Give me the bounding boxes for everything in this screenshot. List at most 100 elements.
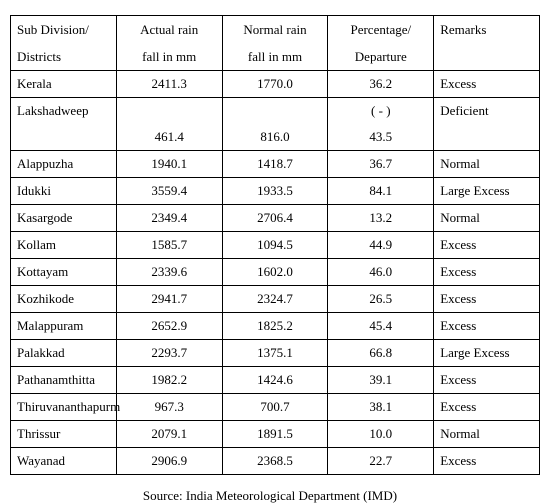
- value-cell: 1891.5: [221, 420, 329, 448]
- cell-line: 43.5: [369, 129, 393, 144]
- value-cell: 36.2: [327, 70, 435, 98]
- value-cell: 13.2: [327, 204, 435, 232]
- value-cell: 1585.7: [115, 231, 223, 259]
- data-row: Malappuram 2652.9 1825.2 45.4 Excess: [10, 312, 540, 340]
- header-cell: Remarks: [433, 15, 540, 71]
- district-cell: Kozhikode: [10, 285, 117, 313]
- data-row: Wayanad 2906.9 2368.5 22.7 Excess: [10, 447, 540, 475]
- cell-line: ( - ): [371, 103, 391, 118]
- data-row: Lakshadweep 461.4 816.0 ( - ) 43.5 Deficient: [10, 97, 540, 151]
- value-cell: 1375.1: [221, 339, 329, 367]
- remarks-cell: Excess: [433, 285, 540, 313]
- remarks-cell: Excess: [433, 231, 540, 259]
- cell-line: Percentage/: [350, 22, 412, 37]
- value-cell: 461.4: [115, 97, 223, 151]
- remarks-cell: Excess: [433, 393, 540, 421]
- remarks-cell: Excess: [433, 366, 540, 394]
- value-cell: 2706.4: [221, 204, 329, 232]
- value-cell: 967.3: [115, 393, 223, 421]
- remarks-cell: Excess: [433, 447, 540, 475]
- remarks-cell: Excess: [433, 70, 540, 98]
- cell-line: Districts: [17, 49, 62, 64]
- value-cell: 2368.5: [221, 447, 329, 475]
- data-row: Kerala 2411.3 1770.0 36.2 Excess: [10, 70, 540, 98]
- header-cell: Percentage/Departure: [327, 15, 435, 71]
- district-cell: Malappuram: [10, 312, 117, 340]
- remarks-cell: Normal: [433, 150, 540, 178]
- value-cell: 45.4: [327, 312, 435, 340]
- caption: Source: India Meteorological Department …: [142, 488, 398, 503]
- cell-line: Actual rain: [140, 22, 199, 37]
- district-cell: Thrissur: [10, 420, 117, 448]
- value-cell: 1094.5: [221, 231, 329, 259]
- remarks-cell: Large Excess: [433, 177, 540, 205]
- value-cell: 44.9: [327, 231, 435, 259]
- cell-line: fall in mm: [247, 49, 303, 64]
- value-cell: 2079.1: [115, 420, 223, 448]
- rainfall-table: Sub Division/Districts Actual rain fall in…: [10, 15, 540, 475]
- value-cell: 700.7: [221, 393, 329, 421]
- remarks-cell: Deficient: [433, 97, 540, 151]
- remarks-cell: Large Excess: [433, 339, 540, 367]
- value-cell: 38.1: [327, 393, 435, 421]
- district-cell: Wayanad: [10, 447, 117, 475]
- value-cell: 1424.6: [221, 366, 329, 394]
- remarks-cell: Excess: [433, 312, 540, 340]
- cell-line: Departure: [354, 49, 407, 64]
- value-cell: 39.1: [327, 366, 435, 394]
- header-cell: Actual rain fall in mm: [115, 15, 223, 71]
- value-cell: 26.5: [327, 285, 435, 313]
- district-cell: Pathanamthitta: [10, 366, 117, 394]
- data-row: Thiruvananthapurm 967.3 700.7 38.1 Excess: [10, 393, 540, 421]
- header-row: Sub Division/Districts Actual rain fall in…: [10, 15, 540, 71]
- value-cell: 36.7: [327, 150, 435, 178]
- value-cell: 2652.9: [115, 312, 223, 340]
- value-cell: 816.0: [221, 97, 329, 151]
- value-cell: 66.8: [327, 339, 435, 367]
- data-row: Pathanamthitta 1982.2 1424.6 39.1 Excess: [10, 366, 540, 394]
- value-cell: 1602.0: [221, 258, 329, 286]
- value-cell: 1933.5: [221, 177, 329, 205]
- district-cell: Lakshadweep: [10, 97, 117, 151]
- district-cell: Idukki: [10, 177, 117, 205]
- remarks-cell: Normal: [433, 204, 540, 232]
- header-cell: Normal rain fall in mm: [221, 15, 329, 71]
- cell-line: Remarks: [440, 22, 487, 37]
- cell-line: fall in mm: [142, 49, 197, 64]
- district-cell: Palakkad: [10, 339, 117, 367]
- value-cell: 84.1: [327, 177, 435, 205]
- district-cell: Thiruvananthapurm: [10, 393, 120, 421]
- data-row: Kottayam 2339.6 1602.0 46.0 Excess: [10, 258, 540, 286]
- value-cell: 3559.4: [115, 177, 223, 205]
- value-cell: 10.0: [327, 420, 435, 448]
- data-row: Thrissur 2079.1 1891.5 10.0 Normal: [10, 420, 540, 448]
- district-cell: Kollam: [10, 231, 117, 259]
- header-cell: Sub Division/Districts: [10, 15, 117, 71]
- value-cell: 2411.3: [115, 70, 223, 98]
- value-cell: 1940.1: [115, 150, 223, 178]
- value-cell: 46.0: [327, 258, 435, 286]
- value-cell: 2324.7: [221, 285, 329, 313]
- remarks-cell: Excess: [433, 258, 540, 286]
- value-cell: 1982.2: [115, 366, 223, 394]
- data-row: Alappuzha 1940.1 1418.7 36.7 Normal: [10, 150, 540, 178]
- district-cell: Kasargode: [10, 204, 117, 232]
- district-cell: Kottayam: [10, 258, 117, 286]
- value-cell: 2339.6: [115, 258, 223, 286]
- value-cell: 2349.4: [115, 204, 223, 232]
- data-row: Palakkad 2293.7 1375.1 66.8 Large Excess: [10, 339, 540, 367]
- data-row: Kozhikode 2941.7 2324.7 26.5 Excess: [10, 285, 540, 313]
- value-cell: 1770.0: [221, 70, 329, 98]
- value-cell: 2293.7: [115, 339, 223, 367]
- data-row: Kollam 1585.7 1094.5 44.9 Excess: [10, 231, 540, 259]
- district-cell: Kerala: [10, 70, 117, 98]
- value-cell: 22.7: [327, 447, 435, 475]
- cell-line: Sub Division/: [17, 22, 89, 37]
- value-cell: 1418.7: [221, 150, 329, 178]
- data-row: Kasargode 2349.4 2706.4 13.2 Normal: [10, 204, 540, 232]
- value-cell: 2941.7: [115, 285, 223, 313]
- remarks-cell: Normal: [433, 420, 540, 448]
- value-cell: ( - ) 43.5: [327, 97, 435, 151]
- value-cell: 1825.2: [221, 312, 329, 340]
